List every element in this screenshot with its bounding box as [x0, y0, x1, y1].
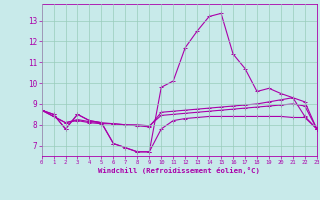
X-axis label: Windchill (Refroidissement éolien,°C): Windchill (Refroidissement éolien,°C) — [98, 167, 260, 174]
